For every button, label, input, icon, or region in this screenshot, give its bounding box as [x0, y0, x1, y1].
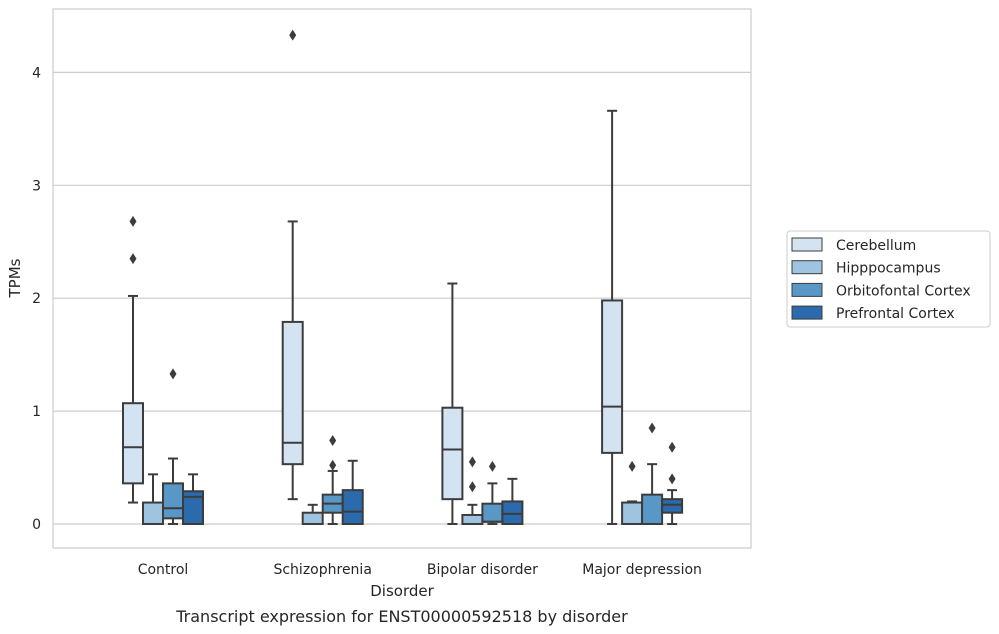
legend: Cerebellum Hipppocampus Orbitofontal Corte…	[786, 230, 991, 328]
legend-frame	[786, 230, 991, 328]
outlier-point	[668, 441, 676, 453]
y-tick-label-3: 3	[32, 178, 41, 194]
outlier-point	[329, 459, 337, 471]
box-major-depression	[601, 109, 624, 525]
outlier-point	[668, 473, 676, 485]
box-iqr	[162, 482, 184, 520]
x-tick-label-bipolar-disorder: Bipolar disorder	[427, 562, 538, 578]
box-iqr	[501, 500, 524, 526]
outlier-point	[329, 434, 337, 446]
outlier-point	[628, 460, 636, 472]
legend-item-hipppocampus: Hipppocampus	[791, 260, 941, 277]
y-axis-ticks: 0 1 2 3 4	[32, 65, 41, 533]
outlier-point	[169, 368, 177, 380]
legend-swatch	[791, 282, 823, 297]
legend-label: Hipppocampus	[836, 261, 941, 277]
box-iqr	[461, 513, 484, 526]
outlier-point	[488, 460, 496, 472]
legend-label: Cerebellum	[836, 238, 916, 254]
box-iqr	[122, 402, 144, 485]
box-iqr	[621, 501, 644, 526]
y-tick-label-1: 1	[32, 404, 41, 420]
series-hipppocampus	[142, 456, 644, 526]
box-bipolar-disorder	[441, 282, 464, 525]
chart-caption: Transcript expression for ENST0000059251…	[175, 607, 628, 626]
box-iqr	[641, 493, 664, 525]
box-bipolar-disorder	[501, 477, 524, 526]
legend-item-prefrontal-cortex: Prefrontal Cortex	[791, 305, 955, 322]
box-bipolar-disorder	[461, 456, 484, 526]
box-iqr	[661, 498, 684, 514]
box-major-depression	[661, 441, 684, 525]
box-iqr	[341, 489, 364, 526]
y-tick-label-0: 0	[32, 517, 41, 533]
box-iqr	[182, 490, 204, 526]
box-control	[182, 473, 204, 526]
box-schizophrenia	[301, 503, 324, 526]
outlier-point	[129, 253, 137, 265]
box-iqr	[142, 501, 164, 526]
series-prefrontal-cortex	[182, 441, 684, 526]
box-control	[122, 215, 144, 504]
box-iqr	[481, 502, 504, 523]
box-schizophrenia	[281, 29, 304, 501]
box-control	[142, 473, 164, 526]
x-axis-ticks: Control Schizophrenia Bipolar disorder Majo…	[138, 562, 702, 578]
x-axis-label: Disorder	[370, 582, 434, 600]
outlier-point	[289, 29, 297, 41]
box-schizophrenia	[341, 459, 364, 526]
outlier-point	[468, 456, 476, 468]
box-iqr	[301, 511, 324, 526]
legend-item-cerebellum: Cerebellum	[791, 237, 916, 254]
series-orbitofontal-cortex	[162, 368, 664, 525]
legend-label: Prefrontal Cortex	[836, 306, 955, 322]
box-iqr	[441, 406, 464, 501]
x-tick-label-control: Control	[138, 562, 189, 578]
legend-label: Orbitofontal Cortex	[836, 283, 971, 299]
outlier-point	[648, 422, 656, 434]
box-bipolar-disorder	[481, 460, 504, 525]
outlier-point	[129, 215, 137, 227]
y-tick-label-2: 2	[32, 291, 41, 307]
plot-area	[52, 8, 752, 549]
x-tick-label-major-depression: Major depression	[582, 562, 702, 578]
legend-swatch	[791, 305, 823, 320]
x-tick-label-schizophrenia: Schizophrenia	[273, 562, 371, 578]
legend-swatch	[791, 237, 823, 252]
box-iqr	[281, 320, 304, 466]
legend-item-orbitofontal-cortex: Orbitofontal Cortex	[791, 282, 971, 299]
box-series	[122, 29, 684, 526]
box-control	[162, 368, 184, 525]
legend-swatch	[791, 260, 823, 275]
y-axis-label: TPMs	[6, 258, 24, 298]
outlier-point	[468, 481, 476, 493]
y-tick-label-4: 4	[32, 65, 41, 81]
series-cerebellum	[122, 29, 624, 525]
box-iqr	[601, 299, 624, 454]
